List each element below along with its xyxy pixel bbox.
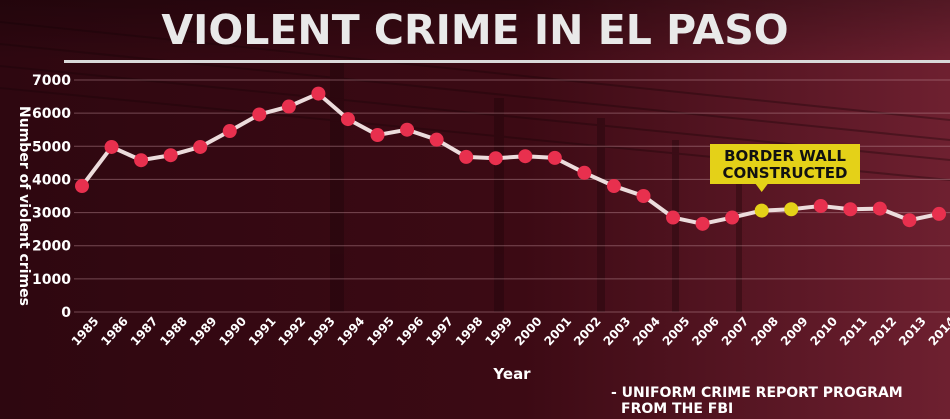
border-wall-annotation: BORDER WALL CONSTRUCTED [710,144,860,192]
title-underline [64,60,950,63]
title-backdrop [0,0,950,60]
y-tick-5000: 5000 [32,139,71,155]
data-point-2007 [725,210,740,225]
y-axis-label: Number of violent crimes [16,106,32,306]
data-point-1990 [222,124,237,139]
data-point-1987 [134,153,149,168]
data-point-2002 [577,165,592,180]
y-tick-6000: 6000 [32,106,71,122]
source-line-2: FROM THE FBI [621,401,733,417]
y-tick-labels: 0 1000 2000 3000 4000 5000 6000 7000 [32,73,71,321]
y-tick-0: 0 [61,305,71,321]
data-point-1995 [370,128,385,143]
data-point-2009 [784,202,799,217]
y-tick-4000: 4000 [32,172,71,188]
data-point-2006 [695,216,710,231]
data-point-1997 [429,132,444,147]
data-point-2010 [813,198,828,213]
data-point-1989 [193,139,208,154]
y-tick-2000: 2000 [32,239,71,255]
data-point-1996 [400,122,415,137]
data-point-1985 [75,179,89,194]
data-point-1999 [488,151,503,166]
data-point-2013 [902,213,917,228]
annotation-label-line1: BORDER WALL [724,147,846,165]
data-point-2000 [518,149,533,164]
data-point-2001 [547,150,562,165]
data-point-2011 [843,202,858,217]
annotation-pointer [755,184,768,192]
data-point-2012 [872,201,887,216]
data-point-2014 [932,206,946,221]
annotation-label-line2: CONSTRUCTED [722,164,847,182]
x-axis-label: Year [492,365,531,383]
data-point-2005 [666,210,681,225]
data-point-2004 [636,189,651,203]
data-point-1994 [340,112,355,127]
source-line-1: - UNIFORM CRIME REPORT PROGRAM [611,385,903,401]
chart-title: VIOLENT CRIME IN EL PASO [161,6,788,54]
data-point-1986 [104,139,119,154]
data-point-1988 [163,148,178,163]
data-markers [75,86,946,231]
grid-lines [74,79,950,313]
data-point-2003 [606,179,621,194]
data-point-1992 [281,99,296,114]
annotation-box [710,144,860,184]
data-point-2008 [754,203,769,218]
y-tick-3000: 3000 [32,206,71,222]
y-tick-1000: 1000 [32,272,71,288]
data-point-1993 [311,86,326,101]
data-point-1991 [252,107,267,122]
y-tick-7000: 7000 [32,73,71,89]
data-point-1998 [459,149,474,164]
